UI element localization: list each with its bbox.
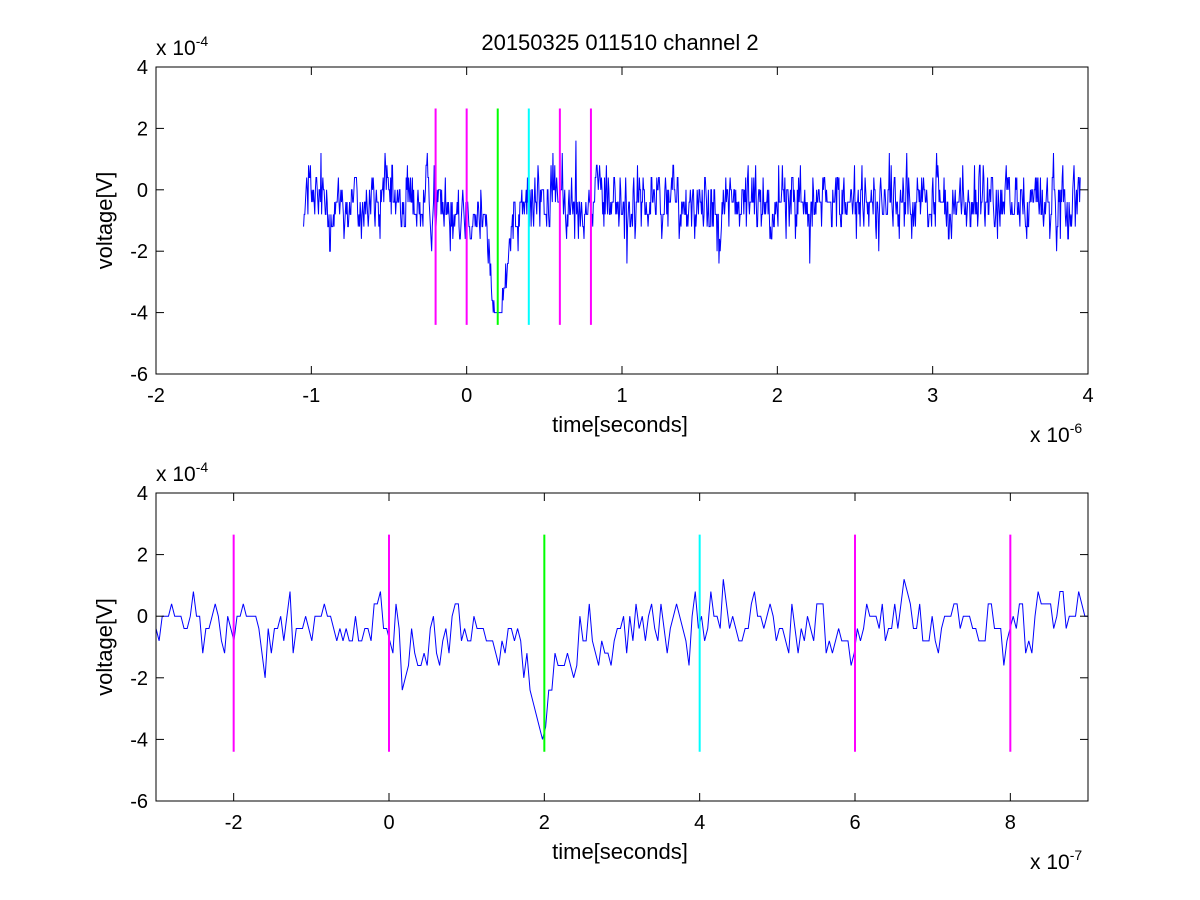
- top-x-tick-label: 1: [616, 385, 627, 407]
- top-subplot: -2 -1 0 1 2 3 4 -6 -4 -2 0 2 4 time[seconds] voltag…: [92, 33, 1094, 447]
- top-y-tick-label: 0: [137, 180, 148, 202]
- figure-title: 20150325 011510 channel 2: [481, 30, 758, 55]
- bottom-markers-group: [232, 534, 1012, 752]
- bottom-signal-trace: [155, 579, 1088, 740]
- bottom-x-ticks: -2 0 2 4 6 8: [225, 493, 1016, 834]
- bottom-y-exponent: x 10-4: [156, 459, 208, 486]
- top-x-ticks: -2 -1 0 1 2 3 4: [147, 67, 1094, 407]
- top-signal-trace: [303, 140, 1081, 314]
- bottom-y-tick-label: 4: [137, 483, 148, 505]
- top-y-exponent: x 10-4: [156, 33, 208, 60]
- top-y-tick-label: -4: [130, 303, 148, 325]
- top-x-tick-label: 3: [927, 385, 938, 407]
- bottom-subplot: -2 0 2 4 6 8 -6 -4 -2 0 2 4 time[seconds] voltage[…: [92, 459, 1089, 874]
- top-markers-group: [434, 108, 592, 325]
- top-y-axis-label: voltage[V]: [92, 172, 117, 270]
- bottom-x-axis-label: time[seconds]: [552, 839, 688, 864]
- bottom-y-tick-label: 2: [137, 545, 148, 567]
- top-x-tick-label: 0: [461, 385, 472, 407]
- bottom-trace-group: [155, 579, 1088, 740]
- top-x-tick-label: 2: [772, 385, 783, 407]
- bottom-x-tick-label: 0: [383, 812, 394, 834]
- bottom-x-exponent: x 10-7: [1030, 847, 1082, 874]
- bottom-x-tick-label: 8: [1005, 812, 1016, 834]
- top-x-axis-label: time[seconds]: [552, 412, 688, 437]
- bottom-y-tick-label: -2: [130, 668, 148, 690]
- bottom-y-tick-label: -4: [130, 729, 148, 751]
- top-x-tick-label: -1: [302, 385, 320, 407]
- bottom-x-tick-label: 6: [849, 812, 860, 834]
- bottom-y-tick-label: 0: [137, 606, 148, 628]
- top-y-tick-label: 4: [137, 57, 148, 79]
- top-y-ticks: -6 -4 -2 0 2 4: [130, 57, 1088, 386]
- top-y-tick-label: 2: [137, 118, 148, 140]
- top-y-tick-label: -2: [130, 241, 148, 263]
- top-y-tick-label: -6: [130, 364, 148, 386]
- bottom-y-tick-label: -6: [130, 791, 148, 813]
- top-x-tick-label: -2: [147, 385, 165, 407]
- bottom-axes-frame: [155, 492, 1089, 802]
- bottom-x-tick-label: 2: [539, 812, 550, 834]
- top-x-tick-label: 4: [1082, 385, 1093, 407]
- bottom-x-tick-label: 4: [694, 812, 705, 834]
- bottom-y-ticks: -6 -4 -2 0 2 4: [130, 483, 1088, 813]
- bottom-x-tick-label: -2: [225, 812, 243, 834]
- top-trace-group: [303, 140, 1081, 314]
- bottom-y-axis-label: voltage[V]: [92, 598, 117, 696]
- top-x-exponent: x 10-6: [1030, 420, 1082, 447]
